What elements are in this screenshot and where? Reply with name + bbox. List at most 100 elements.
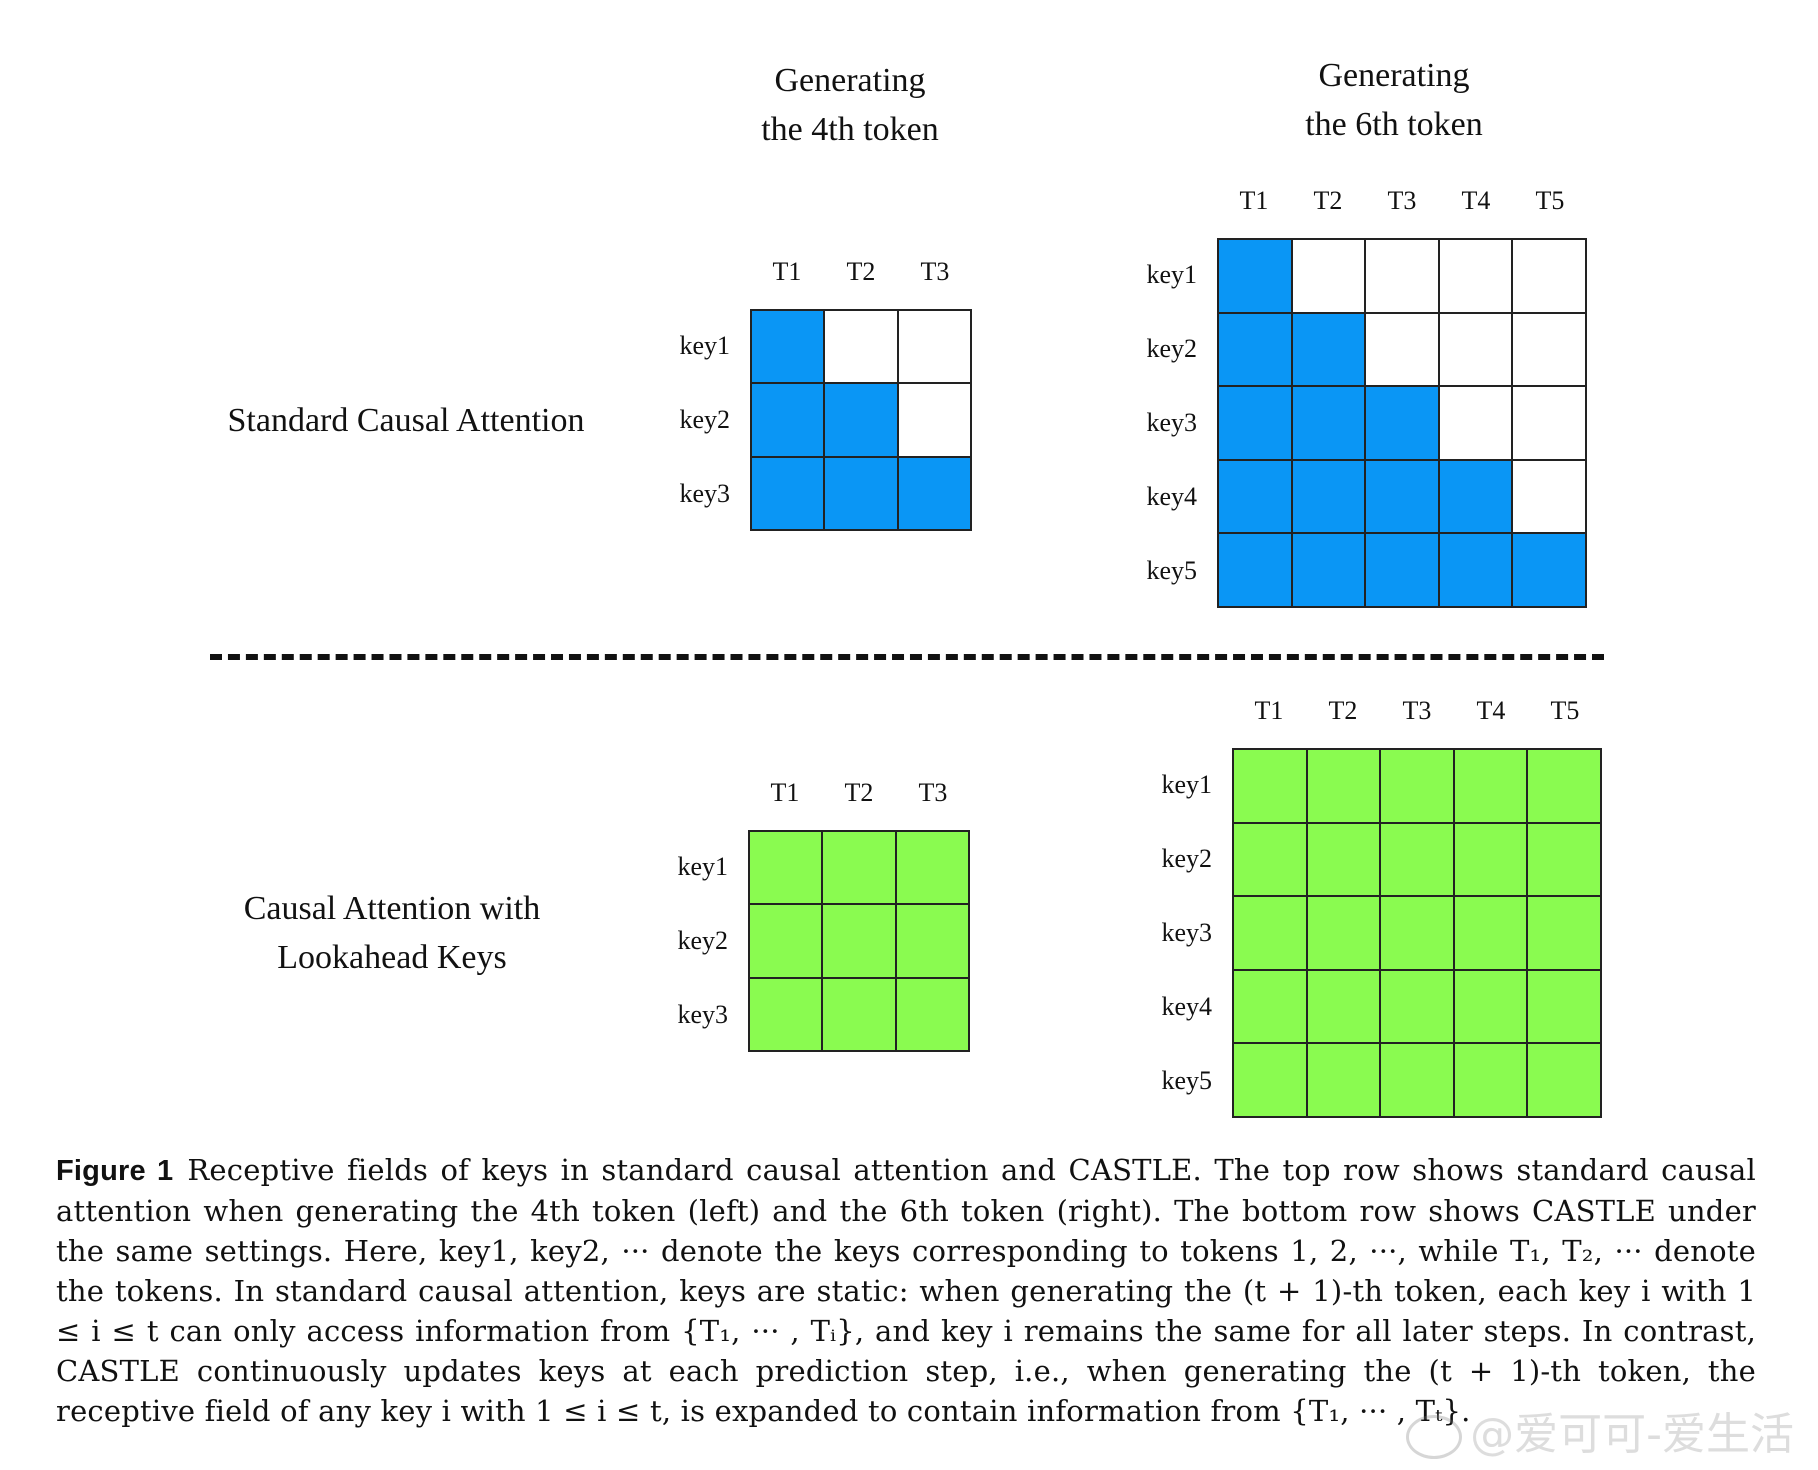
cell-key2-t2 bbox=[1291, 312, 1366, 387]
cell-key2-t3 bbox=[1365, 312, 1439, 387]
row-title-lookahead-line2: Lookahead Keys bbox=[277, 939, 507, 976]
cell-key4-t1 bbox=[1233, 969, 1307, 1044]
row-title-lookahead-line1: Causal Attention with bbox=[243, 890, 541, 927]
col-label-t2: T2 bbox=[846, 257, 876, 286]
row-label-key1: key1 bbox=[679, 331, 730, 360]
cell-key1-t1 bbox=[1218, 239, 1292, 313]
col-label-t4: T4 bbox=[1476, 696, 1506, 725]
col-label-t3: T3 bbox=[920, 257, 950, 286]
figure-caption: Figure 1 Receptive fields of keys in stan… bbox=[56, 1150, 1756, 1431]
cell-key5-t3 bbox=[1380, 1043, 1454, 1117]
cell-key3-t1 bbox=[1218, 386, 1292, 460]
row-label-key5: key5 bbox=[1146, 556, 1197, 585]
cell-key3-t3 bbox=[1380, 896, 1454, 970]
cell-key3-t1 bbox=[751, 456, 825, 530]
cell-key1-t3 bbox=[897, 310, 971, 384]
col-label-t1: T1 bbox=[1239, 186, 1269, 215]
cell-key4-t5 bbox=[1512, 459, 1586, 534]
cell-key3-t1 bbox=[1233, 896, 1307, 970]
cell-key5-t3 bbox=[1365, 533, 1439, 607]
header-4th-line1: Generating bbox=[774, 62, 926, 99]
cell-key3-t2 bbox=[1306, 896, 1381, 970]
cell-key3-t3 bbox=[895, 977, 969, 1051]
cell-key4-t4 bbox=[1453, 969, 1528, 1044]
cell-key3-t2 bbox=[1291, 386, 1366, 460]
cell-key5-t1 bbox=[1233, 1043, 1307, 1117]
cell-key5-t5 bbox=[1512, 533, 1586, 607]
col-label-t1: T1 bbox=[1254, 696, 1284, 725]
col-label-t2: T2 bbox=[1328, 696, 1358, 725]
cell-key1-t2 bbox=[1291, 239, 1366, 313]
weibo-logo-icon bbox=[1406, 1415, 1463, 1459]
cell-key1-t5 bbox=[1512, 239, 1586, 313]
cell-key3-t5 bbox=[1527, 896, 1601, 970]
cell-key1-t2 bbox=[824, 310, 898, 384]
col-label-t3: T3 bbox=[1402, 696, 1432, 725]
row-label-key4: key4 bbox=[1161, 992, 1212, 1021]
cell-key3-t1 bbox=[749, 977, 823, 1051]
cell-key2-t1 bbox=[749, 904, 823, 978]
cell-key1-t2 bbox=[822, 831, 896, 905]
cell-key1-t1 bbox=[749, 831, 823, 905]
cell-key1-t1 bbox=[1233, 749, 1307, 823]
cell-key5-t1 bbox=[1218, 533, 1292, 607]
cell-key2-t5 bbox=[1527, 822, 1601, 897]
grid-cells bbox=[1217, 238, 1587, 608]
header-4th-line2: the 4th token bbox=[761, 111, 939, 148]
cell-key2-t3 bbox=[1380, 822, 1454, 897]
col-label-t1: T1 bbox=[772, 257, 802, 286]
cell-key2-t1 bbox=[1218, 312, 1292, 387]
cell-key2-t2 bbox=[822, 904, 896, 978]
grid-cells bbox=[748, 830, 970, 1052]
col-label-t2: T2 bbox=[1313, 186, 1343, 215]
row-label-key2: key2 bbox=[677, 926, 728, 955]
cell-key1-t3 bbox=[895, 831, 969, 905]
col-label-t5: T5 bbox=[1535, 186, 1565, 215]
row-label-key5: key5 bbox=[1161, 1066, 1212, 1095]
col-label-t2: T2 bbox=[844, 778, 874, 807]
cell-key3-t3 bbox=[897, 456, 971, 530]
figure-label: Figure 1 bbox=[56, 1155, 174, 1187]
cell-key2-t4 bbox=[1453, 822, 1528, 897]
watermark-text: @爱可可-爱生活 bbox=[1470, 1409, 1794, 1460]
grid-cells bbox=[750, 309, 972, 531]
col-label-t5: T5 bbox=[1550, 696, 1580, 725]
row-title-standard-line1: Standard Causal Attention bbox=[227, 402, 585, 439]
cell-key3-t2 bbox=[822, 977, 896, 1051]
cell-key3-t4 bbox=[1453, 896, 1528, 970]
cell-key4-t1 bbox=[1218, 459, 1292, 534]
cell-key2-t3 bbox=[895, 904, 969, 978]
cell-key4-t3 bbox=[1380, 969, 1454, 1044]
cell-key5-t2 bbox=[1306, 1043, 1381, 1117]
cell-key1-t4 bbox=[1438, 239, 1513, 313]
cell-key5-t5 bbox=[1527, 1043, 1601, 1117]
cell-key4-t3 bbox=[1365, 459, 1439, 534]
col-label-t4: T4 bbox=[1461, 186, 1491, 215]
cell-key2-t5 bbox=[1512, 312, 1586, 387]
cell-key2-t2 bbox=[824, 383, 898, 457]
row-label-key2: key2 bbox=[1146, 334, 1197, 363]
row-label-key2: key2 bbox=[679, 405, 730, 434]
header-4th-token: Generating the 4th token bbox=[700, 56, 1000, 154]
header-6th-line1: Generating bbox=[1318, 57, 1470, 94]
header-6th-line2: the 6th token bbox=[1305, 106, 1483, 143]
cell-key5-t4 bbox=[1453, 1043, 1528, 1117]
row-title-lookahead: Causal Attention with Lookahead Keys bbox=[192, 884, 592, 982]
watermark: @爱可可-爱生活 bbox=[1406, 1398, 1794, 1462]
row-label-key1: key1 bbox=[677, 852, 728, 881]
row-label-key2: key2 bbox=[1161, 844, 1212, 873]
row-label-key1: key1 bbox=[1146, 260, 1197, 289]
cell-key2-t1 bbox=[1233, 822, 1307, 897]
grid-cells bbox=[1232, 748, 1602, 1118]
row-label-key3: key3 bbox=[677, 1000, 728, 1029]
cell-key3-t2 bbox=[824, 456, 898, 530]
row-label-key3: key3 bbox=[679, 479, 730, 508]
col-label-t1: T1 bbox=[770, 778, 800, 807]
cell-key2-t1 bbox=[751, 383, 825, 457]
figure-caption-text: Receptive fields of keys in standard cau… bbox=[56, 1153, 1756, 1428]
cell-key5-t2 bbox=[1291, 533, 1366, 607]
row-label-key1: key1 bbox=[1161, 770, 1212, 799]
row-label-key4: key4 bbox=[1146, 482, 1197, 511]
cell-key3-t3 bbox=[1365, 386, 1439, 460]
row-label-key3: key3 bbox=[1161, 918, 1212, 947]
